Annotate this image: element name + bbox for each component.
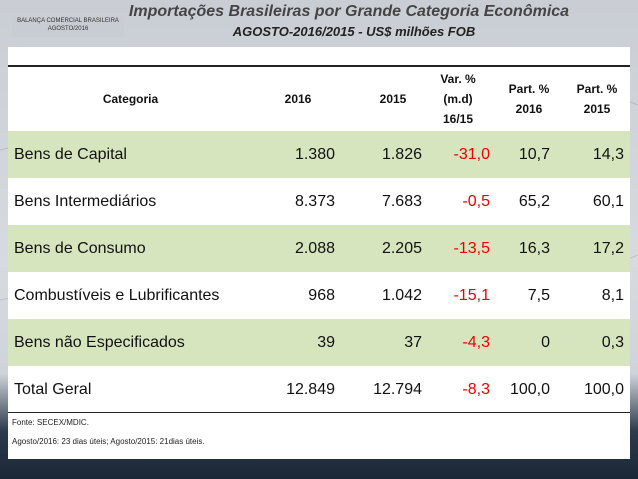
cell-2015: 1.826: [381, 145, 422, 163]
header-var-line-3: 16/15: [442, 112, 474, 126]
cell-categoria: Total Geral: [14, 380, 92, 398]
cell-2016: 1.380: [294, 145, 335, 163]
cell-part-2016: 0: [541, 333, 550, 351]
cell-part-2016: 10,7: [518, 145, 550, 163]
cell-var: -8,3: [462, 380, 490, 398]
cell-categoria: Combustíveis e Lubrificantes: [14, 286, 220, 304]
cell-2016: 12.849: [286, 380, 335, 398]
cell-2016: 2.088: [294, 239, 335, 257]
cell-2015: 37: [404, 333, 422, 351]
cell-categoria: Bens de Consumo: [14, 239, 146, 257]
table-row-total: Total Geral 12.849 12.794 -8,3 100,0 100…: [8, 366, 630, 413]
cell-part-2016: 16,3: [518, 239, 550, 257]
header-part-2016-line-2: 2016: [515, 102, 543, 116]
cell-categoria: Bens de Capital: [14, 145, 127, 163]
cell-var: -13,5: [453, 239, 490, 257]
cell-2016: 968: [308, 286, 335, 304]
table-top-rule: [8, 65, 630, 67]
table-header: Categoria 2016 2015 Var. % (m.d) 16/15 P…: [8, 67, 630, 131]
header-part-2015: Part. % 2015: [564, 67, 630, 131]
header-var-line-2: (m.d): [443, 92, 473, 106]
cell-part-2015: 60,1: [592, 192, 624, 210]
header-var: Var. % (m.d) 16/15: [428, 67, 488, 131]
table-row: Bens Intermediários 8.373 7.683 -0,5 65,…: [8, 178, 630, 225]
cell-part-2016: 7,5: [527, 286, 550, 304]
page-subtitle: AGOSTO-2016/2015 - US$ milhões FOB: [232, 24, 476, 39]
cell-2015: 2.205: [381, 239, 422, 257]
header-var-line-1: Var. %: [440, 72, 476, 86]
footnote-working-days: Agosto/2016: 23 dias úteis; Agosto/2015:…: [12, 437, 205, 446]
cell-var: -0,5: [462, 192, 490, 210]
cell-2016: 39: [317, 333, 335, 351]
table-row: Combustíveis e Lubrificantes 968 1.042 -…: [8, 272, 630, 319]
cell-2015: 7.683: [381, 192, 422, 210]
cell-categoria: Bens Intermediários: [14, 192, 157, 210]
cell-var: -15,1: [453, 286, 490, 304]
cell-part-2015: 8,1: [601, 286, 624, 304]
table-bottom-rule: [8, 412, 630, 413]
cell-part-2016: 65,2: [518, 192, 550, 210]
table-row: Bens não Especificados 39 37 -4,3 0 0,3: [8, 319, 630, 366]
header-categoria: Categoria: [102, 92, 159, 106]
page-title: Importações Brasileiras por Grande Categ…: [128, 3, 570, 20]
cell-var: -31,0: [453, 145, 490, 163]
header-part-2016-line-1: Part. %: [508, 82, 550, 96]
stamp-line-1: BALANÇA COMERCIAL BRASILEIRA: [17, 18, 119, 24]
cell-var: -4,3: [462, 333, 490, 351]
header-2015: 2015: [379, 92, 407, 106]
report-stamp: BALANÇA COMERCIAL BRASILEIRA AGOSTO/2016: [12, 17, 124, 37]
footnote-source: Fonte: SECEX/MDIC.: [12, 418, 89, 427]
cell-part-2016: 100,0: [509, 380, 550, 398]
table-row: Bens de Capital 1.380 1.826 -31,0 10,7 1…: [8, 131, 630, 178]
cell-part-2015: 17,2: [592, 239, 624, 257]
cell-2015: 1.042: [381, 286, 422, 304]
cell-part-2015: 100,0: [583, 380, 624, 398]
cell-categoria: Bens não Especificados: [14, 333, 185, 351]
header-2016: 2016: [284, 92, 312, 106]
header-part-2015-line-2: 2015: [583, 102, 611, 116]
table-row: Bens de Consumo 2.088 2.205 -13,5 16,3 1…: [8, 225, 630, 272]
stamp-line-2: AGOSTO/2016: [47, 26, 89, 32]
cell-2015: 12.794: [373, 380, 422, 398]
cell-part-2015: 14,3: [592, 145, 624, 163]
header-part-2015-line-1: Part. %: [576, 82, 618, 96]
header-part-2016: Part. % 2016: [496, 67, 562, 131]
cell-part-2015: 0,3: [601, 333, 624, 351]
cell-2016: 8.373: [294, 192, 335, 210]
